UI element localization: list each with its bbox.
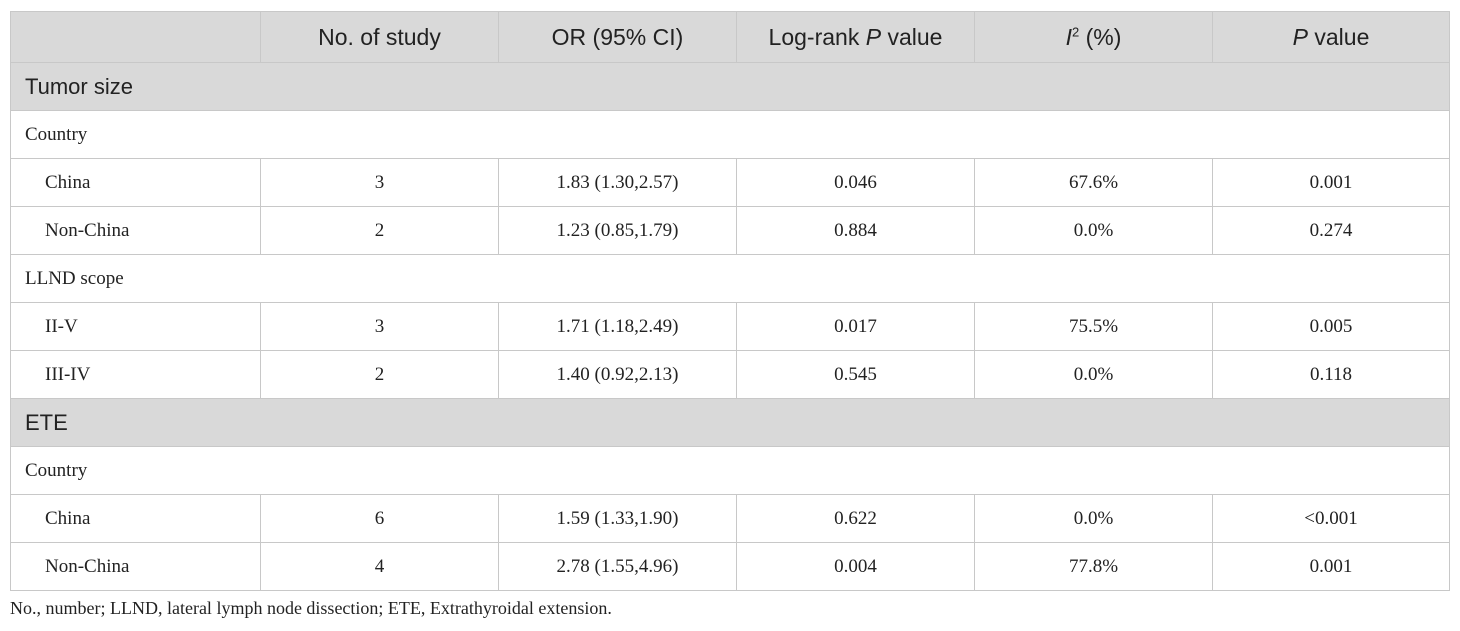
header-p-italic: P bbox=[1292, 23, 1308, 50]
table-row: Non-China 2 1.23 (0.85,1.79) 0.884 0.0% 0.274 bbox=[10, 206, 1450, 255]
section-title: ETE bbox=[10, 398, 1450, 447]
cell-or: 1.40 (0.92,2.13) bbox=[498, 350, 737, 399]
cell-logrank: 0.046 bbox=[736, 158, 975, 207]
table-row: China 6 1.59 (1.33,1.90) 0.622 0.0% <0.001 bbox=[10, 494, 1450, 543]
table-row: China 3 1.83 (1.30,2.57) 0.046 67.6% 0.001 bbox=[10, 158, 1450, 207]
header-row: No. of study OR (95% CI) Log-rank P valu… bbox=[10, 11, 1450, 63]
cell-p: 0.118 bbox=[1212, 350, 1450, 399]
cell-logrank: 0.884 bbox=[736, 206, 975, 255]
header-logrank-suffix: value bbox=[881, 23, 943, 50]
cell-p: 0.005 bbox=[1212, 302, 1450, 351]
cell-n: 2 bbox=[260, 350, 499, 399]
group-label: Country bbox=[10, 446, 1450, 495]
cell-i2: 0.0% bbox=[974, 494, 1213, 543]
cell-label: III-IV bbox=[10, 350, 261, 399]
header-no-of-study: No. of study bbox=[260, 11, 499, 63]
cell-p: 0.274 bbox=[1212, 206, 1450, 255]
group-row: LLND scope bbox=[10, 254, 1450, 303]
cell-logrank: 0.545 bbox=[736, 350, 975, 399]
cell-i2: 67.6% bbox=[974, 158, 1213, 207]
cell-n: 2 bbox=[260, 206, 499, 255]
table-body: Tumor size Country China 3 1.83 (1.30,2.57) 0… bbox=[10, 62, 1450, 591]
cell-label: Non-China bbox=[10, 206, 261, 255]
cell-or: 2.78 (1.55,4.96) bbox=[498, 542, 737, 591]
cell-label: II-V bbox=[10, 302, 261, 351]
header-i2-sup: 2 bbox=[1071, 23, 1080, 39]
header-i2-italic: I bbox=[1065, 23, 1072, 50]
cell-or: 1.71 (1.18,2.49) bbox=[498, 302, 737, 351]
cell-label: Non-China bbox=[10, 542, 261, 591]
header-logrank-p: Log-rank P value bbox=[736, 11, 975, 63]
cell-or: 1.59 (1.33,1.90) bbox=[498, 494, 737, 543]
cell-n: 3 bbox=[260, 158, 499, 207]
cell-n: 4 bbox=[260, 542, 499, 591]
table-footnote: No., number; LLND, lateral lymph node di… bbox=[10, 598, 612, 618]
cell-n: 3 bbox=[260, 302, 499, 351]
group-row: Country bbox=[10, 446, 1450, 495]
section-row: ETE bbox=[10, 398, 1450, 447]
header-i2-suffix: (%) bbox=[1079, 23, 1122, 50]
header-or-ci: OR (95% CI) bbox=[498, 11, 737, 63]
section-row: Tumor size bbox=[10, 62, 1450, 111]
cell-label: China bbox=[10, 158, 261, 207]
section-title: Tumor size bbox=[10, 62, 1450, 111]
cell-logrank: 0.622 bbox=[736, 494, 975, 543]
cell-or: 1.83 (1.30,2.57) bbox=[498, 158, 737, 207]
table-row: Non-China 4 2.78 (1.55,4.96) 0.004 77.8% 0.00… bbox=[10, 542, 1450, 591]
header-i2: I2 (%) bbox=[974, 11, 1213, 63]
header-p-suffix: value bbox=[1307, 23, 1370, 50]
header-p-value: P value bbox=[1212, 11, 1450, 63]
cell-logrank: 0.017 bbox=[736, 302, 975, 351]
cell-i2: 0.0% bbox=[974, 350, 1213, 399]
header-logrank-p-italic: P bbox=[865, 23, 882, 50]
group-label: LLND scope bbox=[10, 254, 1450, 303]
cell-i2: 0.0% bbox=[974, 206, 1213, 255]
results-table-container: No. of study OR (95% CI) Log-rank P valu… bbox=[10, 11, 1450, 591]
subgroup-analysis-table: No. of study OR (95% CI) Log-rank P valu… bbox=[10, 11, 1450, 591]
group-row: Country bbox=[10, 110, 1450, 159]
cell-p: <0.001 bbox=[1212, 494, 1450, 543]
cell-n: 6 bbox=[260, 494, 499, 543]
table-row: II-V 3 1.71 (1.18,2.49) 0.017 75.5% 0.005 bbox=[10, 302, 1450, 351]
cell-label: China bbox=[10, 494, 261, 543]
group-label: Country bbox=[10, 110, 1450, 159]
table-row: III-IV 2 1.40 (0.92,2.13) 0.545 0.0% 0.118 bbox=[10, 350, 1450, 399]
cell-or: 1.23 (0.85,1.79) bbox=[498, 206, 737, 255]
cell-p: 0.001 bbox=[1212, 542, 1450, 591]
cell-p: 0.001 bbox=[1212, 158, 1450, 207]
cell-logrank: 0.004 bbox=[736, 542, 975, 591]
header-logrank-prefix: Log-rank bbox=[768, 23, 866, 50]
header-empty-cell bbox=[10, 11, 261, 63]
cell-i2: 75.5% bbox=[974, 302, 1213, 351]
cell-i2: 77.8% bbox=[974, 542, 1213, 591]
